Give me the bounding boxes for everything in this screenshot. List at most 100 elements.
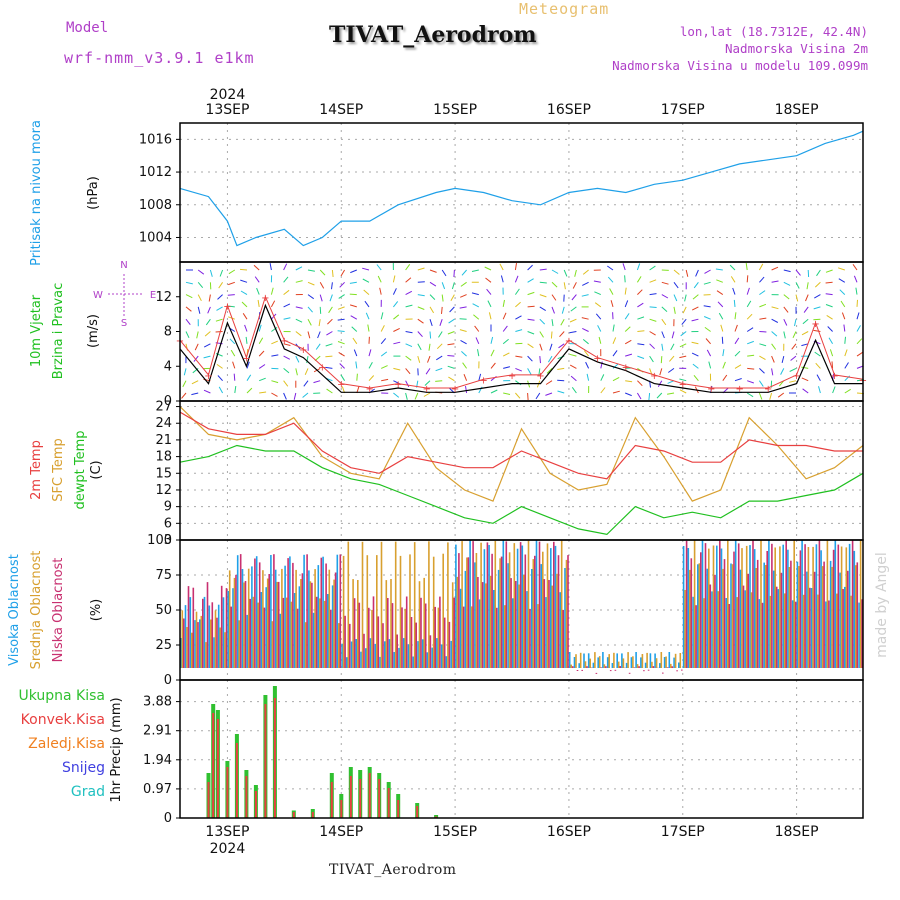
wind-arrow xyxy=(758,392,763,400)
wind-arrow xyxy=(393,327,400,332)
wind-arrow xyxy=(450,294,455,301)
y-tick-label: 27 xyxy=(155,400,172,415)
wind-gust-marker: + xyxy=(204,371,212,382)
low-cloud-bar xyxy=(296,608,299,668)
low-cloud-bar xyxy=(700,552,702,668)
wind-arrow xyxy=(295,355,300,363)
wind-arrow xyxy=(539,306,546,312)
wind-arrow xyxy=(203,343,211,348)
low-cloud-bar xyxy=(353,598,356,668)
wind-arrow xyxy=(801,343,809,347)
wind-arrow xyxy=(637,316,645,320)
wind-arrow xyxy=(746,327,754,332)
wind-arrow xyxy=(227,305,235,308)
station-elevation: Nadmorska Visina 2m xyxy=(725,41,868,56)
wind-arrow xyxy=(704,316,711,320)
wind-arrow xyxy=(429,281,437,287)
wind-arrow xyxy=(193,355,199,362)
low-cloud-bar xyxy=(842,589,844,668)
mid-cloud-bar xyxy=(470,606,473,668)
wind-arrow xyxy=(795,294,799,302)
wind-arrow xyxy=(246,361,250,369)
wind-arrow xyxy=(356,373,358,381)
wind-arrow xyxy=(417,355,421,363)
wind-arrow xyxy=(527,264,533,271)
day-label-bottom: 17SEP xyxy=(661,824,705,840)
legend-hail: Grad xyxy=(71,784,105,800)
wind-arrow xyxy=(205,318,211,326)
wind-arrow xyxy=(471,269,479,272)
conv-rain-bar xyxy=(292,812,295,818)
low-cloud-bar xyxy=(794,601,797,668)
wind-arrow xyxy=(355,361,358,369)
wind-gust-marker: + xyxy=(707,384,715,395)
wind-arrow xyxy=(557,379,565,382)
low-cloud-bar xyxy=(472,541,474,668)
mid-cloud-bar xyxy=(224,632,226,668)
wind-arrow xyxy=(759,343,767,347)
wind-arrow xyxy=(215,318,223,322)
wind-arrow xyxy=(337,306,345,310)
wind-arrow xyxy=(581,294,589,297)
low-cloud-bar xyxy=(543,579,546,668)
high-cloud-bar xyxy=(412,656,414,668)
mid-cloud-bar xyxy=(584,661,587,668)
wind-arrow xyxy=(827,326,833,332)
wind-arrow xyxy=(514,263,517,271)
wind-arrow xyxy=(539,331,544,338)
wind-arrow xyxy=(303,380,309,387)
low-cloud-bar xyxy=(571,666,574,668)
low-cloud-bar xyxy=(443,617,446,668)
high-cloud-bar xyxy=(592,662,595,668)
wind-arrow xyxy=(673,306,676,314)
low-cloud-bar xyxy=(695,605,697,668)
wind-arrow xyxy=(837,267,845,271)
wind-arrow xyxy=(283,317,291,320)
low-cloud-bar xyxy=(282,597,285,668)
high-cloud-bar xyxy=(787,549,789,668)
wind-arrow xyxy=(283,380,289,387)
mid-cloud-bar xyxy=(551,585,554,668)
low-cloud-bar xyxy=(761,602,764,668)
mid-cloud-bar xyxy=(764,565,767,668)
conv-rain-bar xyxy=(212,713,215,818)
mid-cloud-bar xyxy=(480,542,482,668)
wind-gust-marker: + xyxy=(394,380,402,391)
high-cloud-bar xyxy=(692,596,694,668)
high-cloud-bar xyxy=(440,644,443,668)
low-cloud-bar xyxy=(647,669,650,671)
high-cloud-bar xyxy=(545,597,547,668)
legend-total-rain: Ukupna Kisa xyxy=(18,688,105,704)
wind-arrow xyxy=(831,361,834,369)
high-cloud-bar xyxy=(270,555,272,668)
wind-arrow xyxy=(191,380,199,385)
wind-arrow xyxy=(747,340,754,345)
low-cloud-bar xyxy=(747,573,749,668)
wind-arrow xyxy=(718,312,724,320)
high-cloud-bar xyxy=(635,652,637,668)
wind-arrow xyxy=(802,318,809,325)
wind-arrow xyxy=(759,368,765,374)
low-cloud-bar xyxy=(429,635,432,668)
conv-rain-bar xyxy=(330,782,333,818)
mid-cloud-bar xyxy=(233,577,236,668)
mid-cloud-bar xyxy=(546,543,549,668)
wind-arrow xyxy=(545,380,553,385)
wind-arrow xyxy=(349,304,357,308)
wind-arrow xyxy=(661,343,664,351)
wind-arrow xyxy=(721,336,724,344)
mid-cloud-bar xyxy=(693,540,696,668)
conv-rain-bar xyxy=(340,800,343,818)
wind-arrow xyxy=(490,389,498,394)
low-cloud-bar xyxy=(258,562,261,668)
wind-arrow xyxy=(405,380,410,388)
wind-arrow xyxy=(502,325,508,332)
low-cloud-bar xyxy=(273,554,275,668)
low-cloud-bar xyxy=(458,553,460,668)
low-cloud-bar xyxy=(737,543,740,668)
wind-arrow xyxy=(624,287,627,295)
wind-arrow xyxy=(734,312,737,320)
wind-arrow xyxy=(216,363,223,369)
low-cloud-bar xyxy=(334,572,337,668)
low-cloud-bar xyxy=(553,541,555,668)
